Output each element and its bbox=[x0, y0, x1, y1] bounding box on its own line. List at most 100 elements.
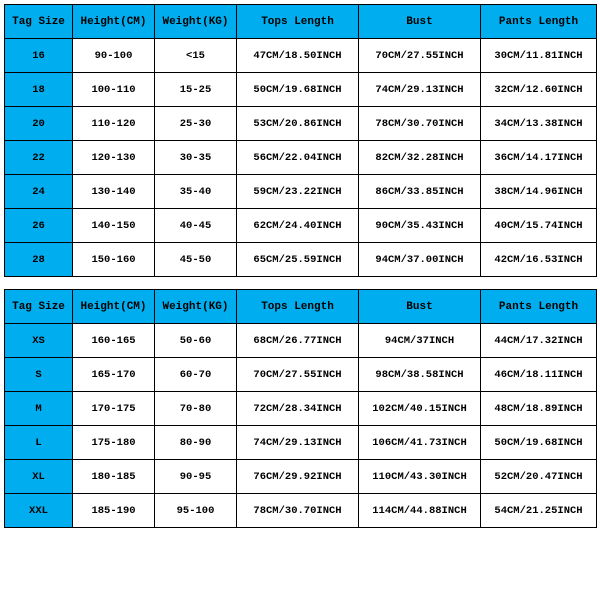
data-cell: 35-40 bbox=[155, 175, 237, 209]
col-pants-length: Pants Length bbox=[481, 290, 597, 324]
data-cell: 38CM/14.96INCH bbox=[481, 175, 597, 209]
col-tag-size: Tag Size bbox=[5, 5, 73, 39]
data-cell: 68CM/26.77INCH bbox=[237, 324, 359, 358]
tag-size-cell: 24 bbox=[5, 175, 73, 209]
tag-size-cell: 16 bbox=[5, 39, 73, 73]
col-weight: Weight(KG) bbox=[155, 290, 237, 324]
table-gap bbox=[4, 277, 596, 289]
tag-size-cell: 28 bbox=[5, 243, 73, 277]
data-cell: 95-100 bbox=[155, 494, 237, 528]
data-cell: 40-45 bbox=[155, 209, 237, 243]
data-cell: 48CM/18.89INCH bbox=[481, 392, 597, 426]
table-row: S165-17060-7070CM/27.55INCH98CM/38.58INC… bbox=[5, 358, 597, 392]
tag-size-cell: S bbox=[5, 358, 73, 392]
data-cell: 62CM/24.40INCH bbox=[237, 209, 359, 243]
data-cell: 76CM/29.92INCH bbox=[237, 460, 359, 494]
data-cell: 160-165 bbox=[73, 324, 155, 358]
data-cell: <15 bbox=[155, 39, 237, 73]
data-cell: 36CM/14.17INCH bbox=[481, 141, 597, 175]
data-cell: 150-160 bbox=[73, 243, 155, 277]
data-cell: 165-170 bbox=[73, 358, 155, 392]
col-bust: Bust bbox=[359, 290, 481, 324]
data-cell: 32CM/12.60INCH bbox=[481, 73, 597, 107]
data-cell: 94CM/37INCH bbox=[359, 324, 481, 358]
tag-size-cell: 26 bbox=[5, 209, 73, 243]
data-cell: 60-70 bbox=[155, 358, 237, 392]
data-cell: 70CM/27.55INCH bbox=[359, 39, 481, 73]
data-cell: 86CM/33.85INCH bbox=[359, 175, 481, 209]
table-row: 1690-100<1547CM/18.50INCH70CM/27.55INCH3… bbox=[5, 39, 597, 73]
table-row: L175-18080-9074CM/29.13INCH106CM/41.73IN… bbox=[5, 426, 597, 460]
data-cell: 42CM/16.53INCH bbox=[481, 243, 597, 277]
data-cell: 70CM/27.55INCH bbox=[237, 358, 359, 392]
data-cell: 50CM/19.68INCH bbox=[237, 73, 359, 107]
data-cell: 110CM/43.30INCH bbox=[359, 460, 481, 494]
data-cell: 53CM/20.86INCH bbox=[237, 107, 359, 141]
data-cell: 175-180 bbox=[73, 426, 155, 460]
data-cell: 130-140 bbox=[73, 175, 155, 209]
data-cell: 65CM/25.59INCH bbox=[237, 243, 359, 277]
data-cell: 110-120 bbox=[73, 107, 155, 141]
data-cell: 100-110 bbox=[73, 73, 155, 107]
col-tag-size: Tag Size bbox=[5, 290, 73, 324]
table-row: M170-17570-8072CM/28.34INCH102CM/40.15IN… bbox=[5, 392, 597, 426]
tag-size-cell: M bbox=[5, 392, 73, 426]
data-cell: 80-90 bbox=[155, 426, 237, 460]
tag-size-cell: 18 bbox=[5, 73, 73, 107]
data-cell: 70-80 bbox=[155, 392, 237, 426]
col-tops-length: Tops Length bbox=[237, 5, 359, 39]
data-cell: 78CM/30.70INCH bbox=[237, 494, 359, 528]
table-row: 20110-12025-3053CM/20.86INCH78CM/30.70IN… bbox=[5, 107, 597, 141]
size-table-adults: Tag Size Height(CM) Weight(KG) Tops Leng… bbox=[4, 289, 597, 528]
data-cell: 82CM/32.28INCH bbox=[359, 141, 481, 175]
data-cell: 34CM/13.38INCH bbox=[481, 107, 597, 141]
table-row: XS160-16550-6068CM/26.77INCH94CM/37INCH4… bbox=[5, 324, 597, 358]
data-cell: 47CM/18.50INCH bbox=[237, 39, 359, 73]
tag-size-cell: XL bbox=[5, 460, 73, 494]
table-row: XXL185-19095-10078CM/30.70INCH114CM/44.8… bbox=[5, 494, 597, 528]
size-table-kids: Tag Size Height(CM) Weight(KG) Tops Leng… bbox=[4, 4, 597, 277]
data-cell: 170-175 bbox=[73, 392, 155, 426]
col-bust: Bust bbox=[359, 5, 481, 39]
table-header-row: Tag Size Height(CM) Weight(KG) Tops Leng… bbox=[5, 5, 597, 39]
table-body: 1690-100<1547CM/18.50INCH70CM/27.55INCH3… bbox=[5, 39, 597, 277]
table-header-row: Tag Size Height(CM) Weight(KG) Tops Leng… bbox=[5, 290, 597, 324]
data-cell: 72CM/28.34INCH bbox=[237, 392, 359, 426]
tag-size-cell: XS bbox=[5, 324, 73, 358]
tag-size-cell: 22 bbox=[5, 141, 73, 175]
table-row: 28150-16045-5065CM/25.59INCH94CM/37.00IN… bbox=[5, 243, 597, 277]
table-row: XL180-18590-9576CM/29.92INCH110CM/43.30I… bbox=[5, 460, 597, 494]
table-row: 22120-13030-3556CM/22.04INCH82CM/32.28IN… bbox=[5, 141, 597, 175]
data-cell: 120-130 bbox=[73, 141, 155, 175]
table-row: 18100-11015-2550CM/19.68INCH74CM/29.13IN… bbox=[5, 73, 597, 107]
data-cell: 90-100 bbox=[73, 39, 155, 73]
table-row: 26140-15040-4562CM/24.40INCH90CM/35.43IN… bbox=[5, 209, 597, 243]
data-cell: 54CM/21.25INCH bbox=[481, 494, 597, 528]
data-cell: 106CM/41.73INCH bbox=[359, 426, 481, 460]
data-cell: 52CM/20.47INCH bbox=[481, 460, 597, 494]
data-cell: 44CM/17.32INCH bbox=[481, 324, 597, 358]
data-cell: 185-190 bbox=[73, 494, 155, 528]
tag-size-cell: 20 bbox=[5, 107, 73, 141]
data-cell: 74CM/29.13INCH bbox=[359, 73, 481, 107]
data-cell: 98CM/38.58INCH bbox=[359, 358, 481, 392]
data-cell: 180-185 bbox=[73, 460, 155, 494]
col-height: Height(CM) bbox=[73, 290, 155, 324]
data-cell: 102CM/40.15INCH bbox=[359, 392, 481, 426]
data-cell: 30-35 bbox=[155, 141, 237, 175]
data-cell: 78CM/30.70INCH bbox=[359, 107, 481, 141]
data-cell: 59CM/23.22INCH bbox=[237, 175, 359, 209]
data-cell: 90CM/35.43INCH bbox=[359, 209, 481, 243]
data-cell: 74CM/29.13INCH bbox=[237, 426, 359, 460]
table-body: XS160-16550-6068CM/26.77INCH94CM/37INCH4… bbox=[5, 324, 597, 528]
data-cell: 90-95 bbox=[155, 460, 237, 494]
col-weight: Weight(KG) bbox=[155, 5, 237, 39]
data-cell: 50-60 bbox=[155, 324, 237, 358]
data-cell: 45-50 bbox=[155, 243, 237, 277]
data-cell: 15-25 bbox=[155, 73, 237, 107]
data-cell: 30CM/11.81INCH bbox=[481, 39, 597, 73]
data-cell: 50CM/19.68INCH bbox=[481, 426, 597, 460]
col-tops-length: Tops Length bbox=[237, 290, 359, 324]
data-cell: 56CM/22.04INCH bbox=[237, 141, 359, 175]
col-pants-length: Pants Length bbox=[481, 5, 597, 39]
